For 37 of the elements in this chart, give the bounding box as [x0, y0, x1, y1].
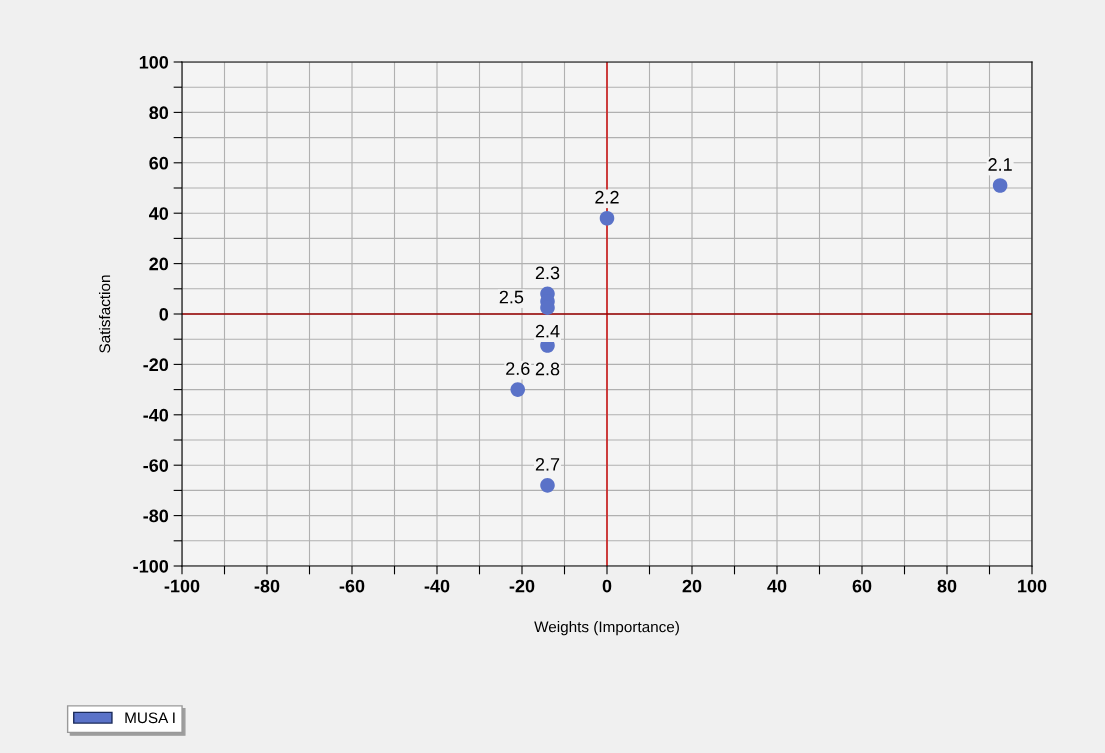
x-tick-label: -100	[164, 579, 200, 593]
y-tick-label: -100	[133, 559, 169, 573]
y-tick-label: 0	[159, 307, 169, 321]
point	[599, 210, 615, 226]
x-tick-label: 20	[682, 579, 702, 593]
y-tick-label: 60	[149, 156, 169, 170]
y-tick-label: -80	[143, 509, 169, 523]
y-tick-label: -20	[143, 358, 169, 372]
y-tick-label: -60	[143, 459, 169, 472]
x-tick-label: 100	[1018, 579, 1047, 593]
y-tick-label: 40	[149, 207, 169, 220]
annotation: 2.8	[535, 362, 560, 376]
annotation: 2.6	[506, 362, 530, 375]
x-tick-label: 80	[937, 579, 957, 593]
x-tick-label: 0	[602, 579, 612, 593]
x-tick-label: 40	[767, 579, 787, 593]
x-tick-label: 60	[852, 579, 872, 593]
y-tick-label: -40	[143, 408, 169, 422]
annotation: 2.4	[535, 324, 560, 338]
legend-label: MUSA I	[125, 712, 175, 724]
x-tick-label: -20	[509, 579, 535, 593]
annotation: 2.2	[595, 190, 619, 204]
y-tick-label: 20	[149, 257, 169, 271]
x-tick-label: -80	[254, 579, 280, 593]
annotation: 2.3	[535, 266, 560, 280]
annotation: 2.7	[535, 457, 560, 471]
annotation: 2.1	[988, 158, 1012, 171]
annotation: 2.5	[499, 290, 524, 304]
point	[540, 478, 555, 493]
x-tick-label: -40	[424, 579, 450, 593]
x-axis-title: Weights (Importance)	[534, 621, 679, 636]
point	[510, 382, 526, 397]
y-axis-title: Satisfaction	[98, 275, 111, 353]
x-tick-label: -60	[339, 579, 365, 593]
y-tick-label: 80	[149, 106, 169, 120]
y-tick-label: 100	[139, 55, 169, 69]
point	[992, 178, 1008, 193]
